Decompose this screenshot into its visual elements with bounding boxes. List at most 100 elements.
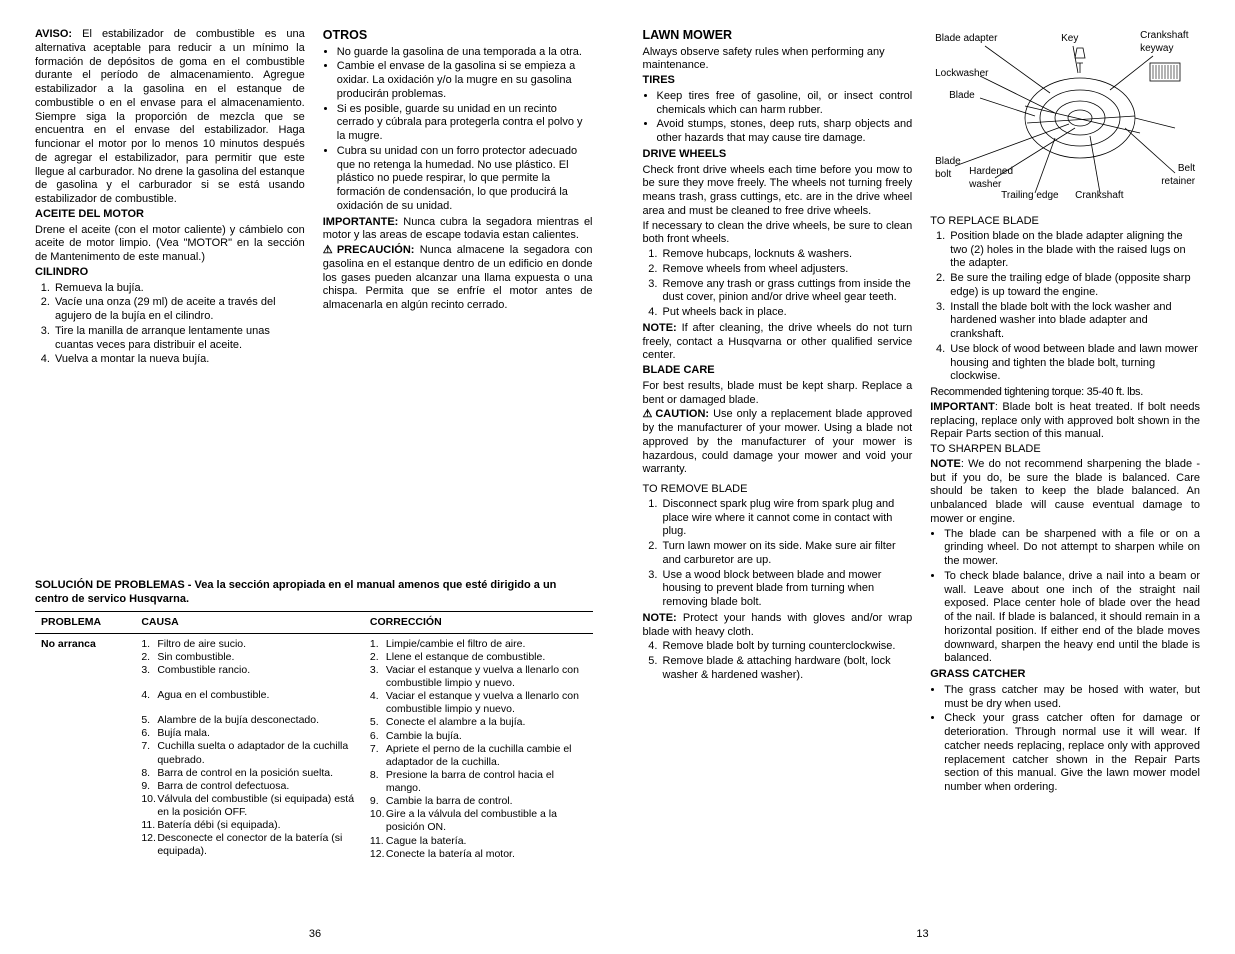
diagram-label: Trailing edge — [1001, 190, 1058, 203]
list-item: Gire a la válvula del combustible a la p… — [386, 808, 587, 834]
drive-title: DRIVE WHEELS — [643, 148, 913, 162]
replace-title: TO REPLACE BLADE — [930, 215, 1200, 229]
drive-steps: Remove hubcaps, locknuts & washers. Remo… — [643, 248, 913, 320]
remove-steps-2: Remove blade bolt by turning countercloc… — [643, 640, 913, 682]
diagram-label: Lockwasher — [935, 68, 988, 81]
causas-list: 1.Filtro de aire sucio. 2.Sin combustibl… — [141, 638, 358, 859]
th-causa: CAUSA — [135, 611, 364, 633]
list-item: Cague la batería. — [386, 835, 587, 848]
page-left: AVISO: El estabilizador de combustible e… — [0, 0, 618, 954]
caution-label: CAUTION: — [643, 408, 710, 420]
list-item: Agua en el combustible. — [157, 677, 358, 702]
note-label: NOTE: — [643, 322, 677, 334]
list-item: The blade can be sharpened with a file o… — [944, 528, 1200, 569]
list-item: Vuelva a montar la nueva bujía. — [53, 353, 305, 367]
drive-p2: If necessary to clean the drive wheels, … — [643, 220, 913, 248]
list-item: Remove any trash or grass cuttings from … — [661, 278, 913, 306]
blade-title: BLADE CARE — [643, 364, 913, 378]
en-col-left: LAWN MOWER Always observe safety rules w… — [643, 28, 913, 797]
blade-diagram: Blade adapter Key Crankshaft keyway Lock… — [935, 28, 1195, 203]
aceite-text: Drene el aceite (con el motor caliente) … — [35, 224, 305, 265]
list-item: Barra de control defectuosa. — [157, 780, 358, 793]
torque-text: Recommended tightening torque: 35-40 ft.… — [930, 386, 1200, 400]
diagram-label: Key — [1061, 33, 1078, 46]
ts-row: No arranca 1.Filtro de aire sucio. 2.Sin… — [35, 633, 593, 865]
list-item: Turn lawn mower on its side. Make sure a… — [661, 540, 913, 568]
list-item: Cuchilla suelta o adaptador de la cuchil… — [157, 740, 358, 766]
remove-steps: Disconnect spark plug wire from spark pl… — [643, 498, 913, 610]
precaucion-paragraph: PRECAUCIÓN: Nunca almacene la segadora c… — [323, 244, 593, 313]
importante-label: IMPORTANTE: — [323, 216, 399, 228]
sharpen-note: : We do not recommend sharpening the bla… — [930, 458, 1200, 525]
list-item: Remove blade bolt by turning countercloc… — [661, 640, 913, 654]
ts-problem: No arranca — [41, 638, 96, 650]
ts-title: SOLUCIÓN DE PROBLEMAS - Vea la sección a… — [35, 579, 593, 607]
list-item: Vaciar el estanque y vuelva a llenarlo c… — [386, 690, 587, 716]
important-p: IMPORTANT: Blade bolt is heat treated. I… — [930, 401, 1200, 442]
correcciones-list: 1.Limpie/cambie el filtro de aire. 2.Lle… — [370, 638, 587, 861]
blade-caution-p: CAUTION: Use only a replacement blade ap… — [643, 408, 913, 477]
list-item: Limpie/cambie el filtro de aire. — [386, 638, 587, 651]
lawnmower-text: Always observe safety rules when perform… — [643, 46, 913, 74]
ts-header-row: PROBLEMA CAUSA CORRECCIÓN — [35, 611, 593, 633]
note-label: NOTE: — [643, 612, 677, 624]
list-item: Alambre de la bujía desconectado. — [157, 702, 358, 727]
page-number: 36 — [35, 928, 595, 942]
aceite-title: ACEITE DEL MOTOR — [35, 208, 305, 222]
diagram-label: Belt retainer — [1155, 163, 1195, 188]
list-item: Sin combustible. — [157, 651, 358, 664]
list-item: Use block of wood between blade and lawn… — [948, 343, 1200, 384]
list-item: Be sure the trailing edge of blade (oppo… — [948, 272, 1200, 300]
list-item: Remove blade & attaching hardware (bolt,… — [661, 655, 913, 683]
drive-note-p: NOTE: If after cleaning, the drive wheel… — [643, 322, 913, 363]
list-item: Remove wheels from wheel adjusters. — [661, 263, 913, 277]
diagram-label: Crankshaft — [1075, 190, 1123, 203]
aviso-text: El estabilizador de combustible es una a… — [35, 28, 305, 205]
list-item: Presione la barra de control hacia el ma… — [386, 769, 587, 795]
blade-p1: For best results, blade must be kept sha… — [643, 380, 913, 408]
list-item: The grass catcher may be hosed with wate… — [944, 684, 1200, 712]
list-item: Conecte el alambre a la bujía. — [386, 716, 587, 729]
list-item: Filtro de aire sucio. — [157, 638, 358, 651]
list-item: No guarde la gasolina de una temporada a… — [337, 46, 593, 60]
col-right: OTROS No guarde la gasolina de una tempo… — [323, 28, 593, 369]
lawnmower-title: LAWN MOWER — [643, 28, 913, 44]
note-label: NOTE — [930, 458, 961, 470]
aviso-paragraph: AVISO: El estabilizador de combustible e… — [35, 28, 305, 207]
list-item: Cubra su unidad con un forro protector a… — [337, 145, 593, 214]
list-item: Desconecte el conector de la batería (si… — [157, 832, 358, 858]
top-columns: AVISO: El estabilizador de combustible e… — [35, 28, 593, 369]
list-item: Cambie el envase de la gasolina si se em… — [337, 60, 593, 101]
ts-table: PROBLEMA CAUSA CORRECCIÓN No arranca 1.F… — [35, 611, 593, 865]
cilindro-title: CILINDRO — [35, 266, 305, 280]
sharpen-title: TO SHARPEN BLADE — [930, 443, 1200, 457]
list-item: Check your grass catcher often for damag… — [944, 712, 1200, 795]
tires-list: Keep tires free of gasoline, oil, or ins… — [643, 90, 913, 146]
list-item: Vaciar el estanque y vuelva a llenarlo c… — [386, 664, 587, 690]
remove-title: TO REMOVE BLADE — [643, 483, 913, 497]
otros-title: OTROS — [323, 28, 593, 44]
sharpen-list: The blade can be sharpened with a file o… — [930, 528, 1200, 667]
page-number: 13 — [643, 928, 1203, 942]
precaucion-label: PRECAUCIÓN: — [323, 244, 415, 256]
page-right: LAWN MOWER Always observe safety rules w… — [618, 0, 1235, 954]
important-label: IMPORTANT — [930, 401, 995, 413]
troubleshooting-section: SOLUCIÓN DE PROBLEMAS - Vea la sección a… — [35, 579, 593, 865]
list-item: Use a wood block between blade and mower… — [661, 569, 913, 610]
diagram-label: Blade — [949, 90, 975, 103]
list-item: Install the blade bolt with the lock was… — [948, 301, 1200, 342]
list-item: Conecte la batería al motor. — [386, 848, 587, 861]
list-item: Si es posible, guarde su unidad en un re… — [337, 103, 593, 144]
list-item: Remueva la bujía. — [53, 282, 305, 296]
list-item: Keep tires free of gasoline, oil, or ins… — [657, 90, 913, 118]
aviso-label: AVISO: — [35, 28, 72, 40]
list-item: Llene el estanque de combustible. — [386, 651, 587, 664]
grass-list: The grass catcher may be hosed with wate… — [930, 684, 1200, 795]
cilindro-list: Remueva la bujía. Vacíe una onza (29 ml)… — [35, 282, 305, 368]
list-item: Avoid stumps, stones, deep ruts, sharp o… — [657, 118, 913, 146]
remove-note-p: NOTE: Protect your hands with gloves and… — [643, 612, 913, 640]
th-correccion: CORRECCIÓN — [364, 611, 593, 633]
importante-paragraph: IMPORTANTE: Nunca cubra la segadora mien… — [323, 216, 593, 244]
list-item: Position blade on the blade adapter alig… — [948, 230, 1200, 271]
th-problema: PROBLEMA — [35, 611, 135, 633]
